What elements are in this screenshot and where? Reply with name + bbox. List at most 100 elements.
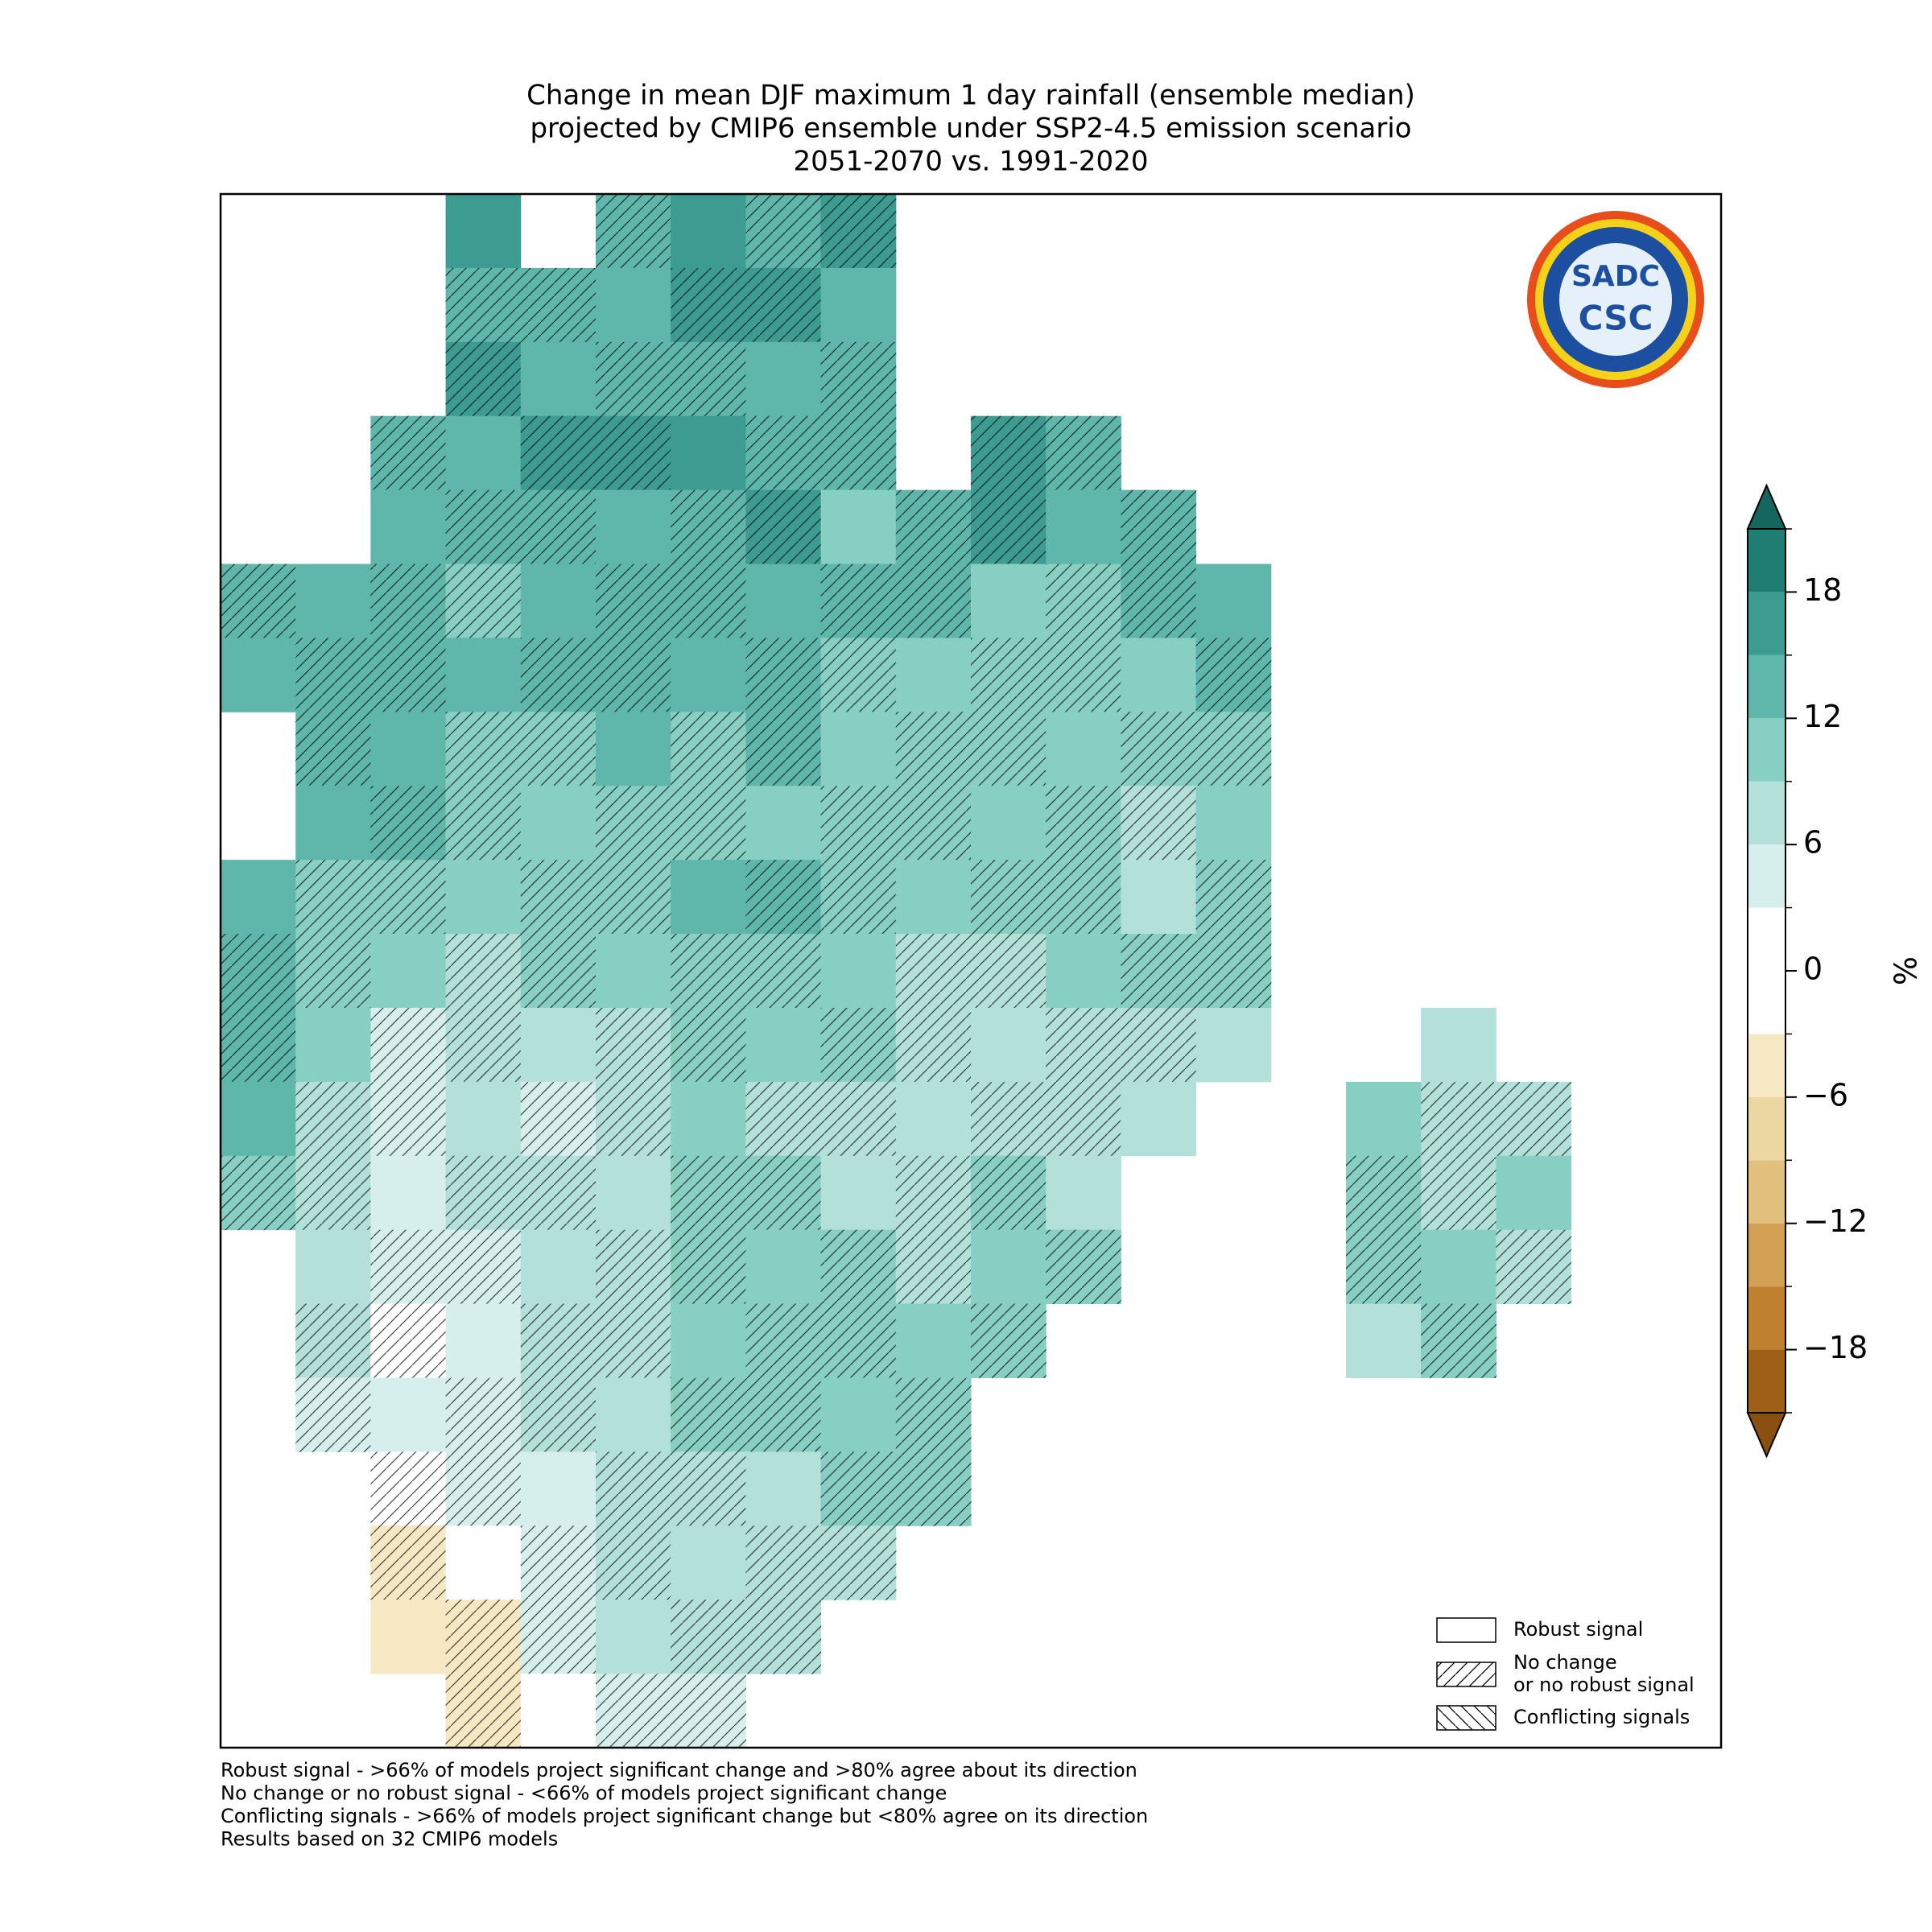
map-frame <box>219 192 1723 1749</box>
grid-cell <box>1195 1007 1272 1083</box>
hatch <box>745 712 822 786</box>
grid-cell <box>520 1451 597 1526</box>
hatch <box>745 1600 822 1674</box>
colorbar-band <box>1748 907 1785 971</box>
colorbar-tick-label: 0 <box>1803 952 1823 987</box>
grid-cell <box>671 1525 746 1600</box>
hatch <box>671 267 746 343</box>
legend-swatch <box>1436 1662 1496 1687</box>
hatch <box>445 712 522 786</box>
grid-cell <box>445 638 522 712</box>
hatch <box>445 1007 522 1083</box>
hatch <box>820 786 897 861</box>
hatch <box>1496 1081 1572 1157</box>
hatch <box>596 1674 671 1748</box>
grid-cell <box>745 786 822 861</box>
grid-cell <box>221 638 296 712</box>
grid-cell <box>221 860 296 935</box>
hatch <box>370 1451 447 1526</box>
footnote: Results based on 32 CMIP6 models <box>221 1828 558 1851</box>
hatch <box>596 1081 671 1157</box>
hatch <box>895 1155 972 1231</box>
grid-cell <box>1121 1081 1197 1157</box>
hatch <box>370 638 447 712</box>
hatch <box>1195 934 1272 1009</box>
hatch <box>596 638 671 712</box>
grid-cell <box>596 1377 671 1452</box>
grid-cell <box>1346 1303 1422 1378</box>
hatch <box>520 415 597 491</box>
grid-cell <box>745 564 822 638</box>
grid-cell <box>445 860 522 935</box>
hatch <box>1046 564 1121 638</box>
colorbar-label: % <box>1889 956 1924 985</box>
hatch <box>895 786 972 861</box>
grid-cell <box>820 267 897 343</box>
grid-cell <box>295 1229 371 1305</box>
hatch <box>520 1303 597 1378</box>
chart-title: 2051-2070 vs. 1991-2020 <box>794 146 1149 178</box>
hatch <box>596 415 671 491</box>
hatch <box>221 1007 296 1083</box>
grid-cell <box>1421 1007 1496 1083</box>
legend-label: Robust signal <box>1513 1618 1643 1641</box>
grid-cell <box>445 1081 522 1157</box>
colorbar-band <box>1748 654 1785 719</box>
hatch <box>895 489 972 565</box>
hatch <box>745 638 822 712</box>
hatch <box>520 638 597 712</box>
grid-cell <box>671 415 746 491</box>
hatch <box>1346 1229 1422 1305</box>
hatch <box>971 489 1046 565</box>
colorbar-tick-label: 18 <box>1803 572 1842 608</box>
grid-cell <box>971 786 1046 861</box>
colorbar-band <box>1748 718 1785 782</box>
hatch <box>445 1229 522 1305</box>
hatch <box>295 1303 371 1378</box>
grid-cell <box>1046 489 1121 565</box>
hatch <box>745 1155 822 1231</box>
hatch <box>671 1229 746 1305</box>
hatch <box>370 1007 447 1083</box>
hatch <box>445 1377 522 1452</box>
hatch <box>1195 638 1272 712</box>
hatch <box>295 934 371 1009</box>
hatch <box>370 1303 447 1378</box>
grid-cell <box>596 489 671 565</box>
hatch <box>745 1303 822 1378</box>
colorbar-band <box>1748 1160 1785 1224</box>
grid-cell <box>1195 564 1272 638</box>
grid-cell <box>895 638 972 712</box>
hatch <box>971 1155 1046 1231</box>
hatch <box>895 712 972 786</box>
grid-cell <box>370 1377 447 1452</box>
colorbar-tick-label: 6 <box>1803 825 1823 861</box>
legend-label: or no robust signal <box>1513 1674 1695 1696</box>
hatch <box>820 194 897 269</box>
colorbar-band <box>1748 1034 1785 1097</box>
grid-cell <box>820 1155 897 1231</box>
hatch <box>1046 415 1121 491</box>
grid-cell <box>1046 712 1121 786</box>
hatch <box>295 712 371 786</box>
hatch <box>671 564 746 638</box>
hatch <box>445 1155 522 1231</box>
hatch <box>596 194 671 269</box>
hatch <box>596 1007 671 1083</box>
grid-cell <box>295 564 371 638</box>
hatch <box>445 564 522 638</box>
hatch <box>596 1451 671 1526</box>
colorbar-band <box>1748 1349 1785 1413</box>
hatch <box>1421 1303 1496 1378</box>
hatch <box>671 341 746 417</box>
grid-cell <box>820 489 897 565</box>
hatch <box>671 786 746 861</box>
hatch <box>1421 1155 1496 1231</box>
hatch <box>520 267 597 343</box>
hatch <box>221 564 296 638</box>
hatch <box>820 1007 897 1083</box>
hatch <box>596 1303 671 1378</box>
grid-cell <box>895 860 972 935</box>
grid-cell <box>370 934 447 1009</box>
logo: SADC CSC <box>1527 211 1704 388</box>
